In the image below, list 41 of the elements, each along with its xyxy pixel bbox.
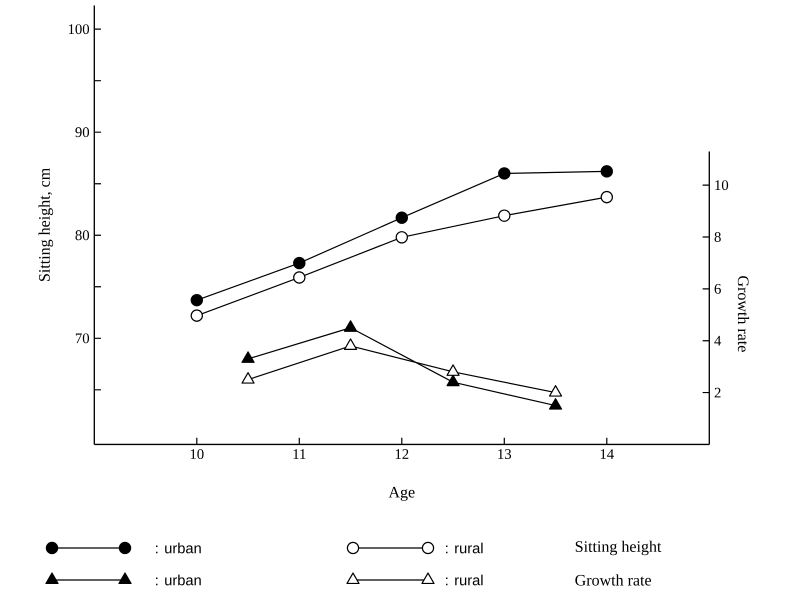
y2-tick-label: 8 [714,232,721,242]
legend-label: : rural [446,542,483,554]
point [396,212,408,224]
x-tick-label: 11 [294,449,306,459]
y2-tick-label: 2 [714,388,721,398]
y2-axis-title: Growth rate [738,276,750,352]
point [190,294,203,306]
point [190,309,203,322]
legend-label: : urban [156,542,201,554]
point [344,338,358,350]
x-axis-title: Age [388,486,415,501]
y2-tick-label: 4 [714,336,722,346]
point [293,271,306,284]
y-axis-title: Sitting height, cm [38,168,54,281]
x-tick-label: 14 [600,449,614,459]
point [446,374,460,386]
legend-label: : urban [156,574,201,586]
y-tick-label: 100 [68,24,90,34]
point [548,398,562,410]
legend-label: : rural [446,574,483,586]
text: Growth rate [575,574,652,586]
point [498,167,510,180]
text: Sitting height [576,540,662,556]
y-tick-label: 90 [75,127,90,138]
x-tick-label: 13 [498,449,512,460]
point [344,320,358,332]
point [241,351,255,363]
point [293,256,306,270]
point [548,385,562,397]
point [498,209,510,222]
y2-tick-label: 6 [714,284,721,294]
point [241,372,255,384]
x-tick-label: 12 [396,449,408,459]
point [396,231,408,244]
y-tick-label: 70 [76,333,90,344]
point [600,165,613,178]
point [446,364,460,376]
y-tick-label: 80 [75,230,90,240]
y2-tick-label: 10 [715,180,728,190]
point [600,190,613,204]
x-tick-label: 10 [190,449,204,460]
